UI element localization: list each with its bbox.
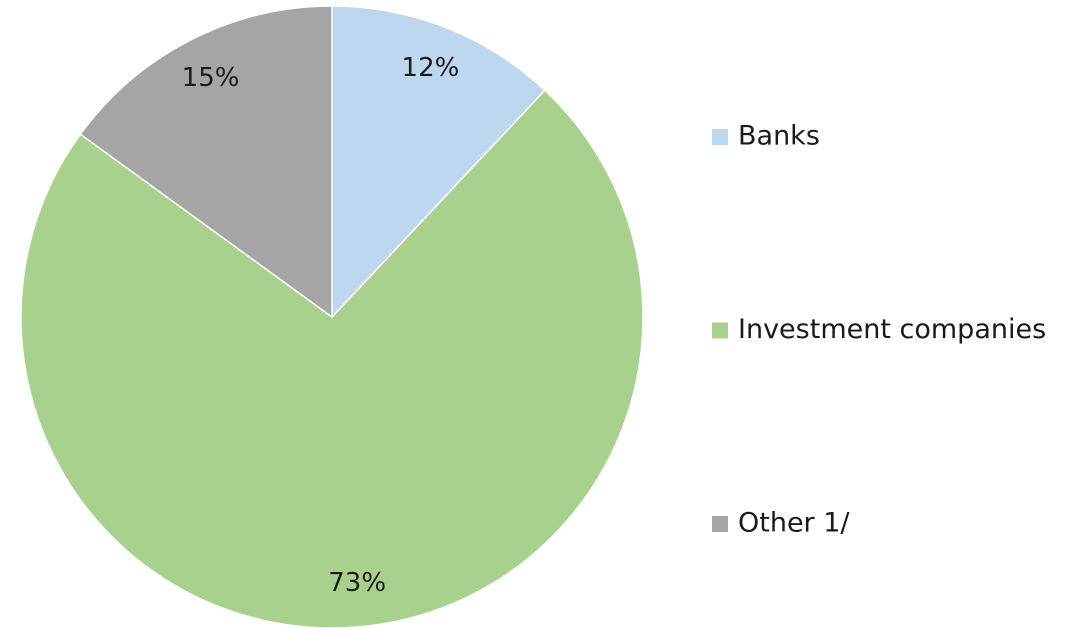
data-label: 73% [328, 568, 386, 598]
legend-label: Other 1/ [738, 508, 850, 539]
pie-slice [331, 5, 546, 319]
pie-slice [20, 89, 644, 628]
pie-slice [79, 5, 333, 319]
legend-swatch [712, 322, 728, 339]
legend-label: Banks [738, 121, 820, 152]
legend-label: Investment companies [738, 314, 1046, 345]
legend-swatch [712, 129, 728, 145]
data-label: 12% [402, 53, 460, 83]
legend-swatch [712, 516, 728, 532]
data-label: 15% [182, 63, 240, 93]
